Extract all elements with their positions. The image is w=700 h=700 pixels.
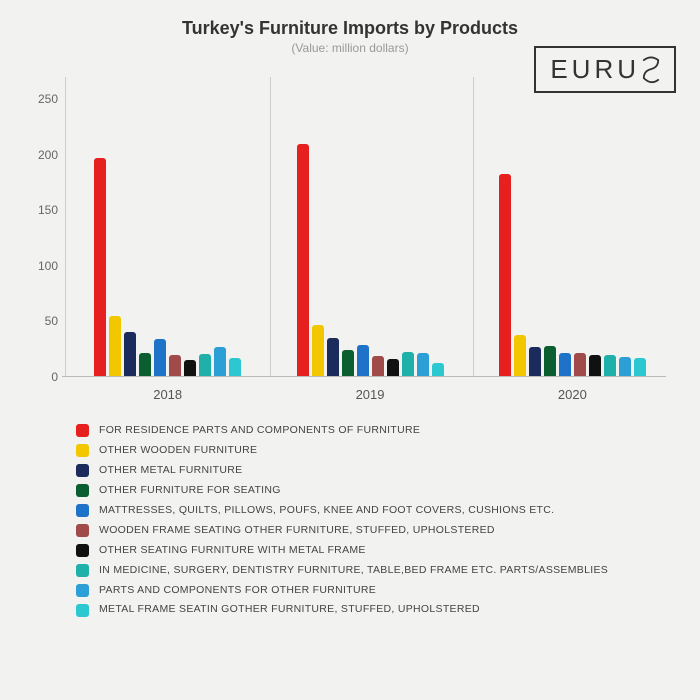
legend: FOR RESIDENCE PARTS AND COMPONENTS OF FU…: [76, 421, 676, 620]
legend-item: OTHER METAL FURNITURE: [76, 461, 676, 481]
legend-swatch: [76, 504, 89, 517]
plot-area: [62, 77, 666, 377]
chart-area: 050100150200250 201820192020: [62, 77, 666, 407]
x-axis: 2018 2019 2020: [62, 381, 666, 407]
legend-swatch: [76, 444, 89, 457]
bar-group: [94, 158, 241, 376]
legend-item: OTHER SEATING FURNITURE WITH METAL FRAME: [76, 541, 676, 561]
bar: [604, 355, 616, 376]
chart-container: Turkey's Furniture Imports by Products (…: [0, 0, 700, 700]
legend-swatch: [76, 564, 89, 577]
bar: [372, 356, 384, 376]
legend-label: PARTS AND COMPONENTS FOR OTHER FURNITURE: [99, 581, 376, 601]
bar: [417, 353, 429, 376]
legend-item: IN MEDICINE, SURGERY, DENTISTRY FURNITUR…: [76, 561, 676, 581]
legend-label: METAL FRAME SEATIN GOTHER FURNITURE, STU…: [99, 600, 480, 620]
bar: [559, 353, 571, 376]
legend-label: OTHER WOODEN FURNITURE: [99, 441, 257, 461]
legend-swatch: [76, 584, 89, 597]
bar: [357, 345, 369, 376]
y-axis: 050100150200250: [24, 77, 58, 377]
legend-swatch: [76, 484, 89, 497]
y-tick-label: 50: [24, 314, 58, 328]
x-tick-label: 2018: [153, 387, 182, 402]
bar-group: [499, 174, 646, 376]
legend-label: IN MEDICINE, SURGERY, DENTISTRY FURNITUR…: [99, 561, 608, 581]
bar: [229, 358, 241, 376]
bar: [312, 325, 324, 376]
bar: [544, 346, 556, 376]
legend-label: FOR RESIDENCE PARTS AND COMPONENTS OF FU…: [99, 421, 420, 441]
bar: [154, 339, 166, 376]
legend-item: FOR RESIDENCE PARTS AND COMPONENTS OF FU…: [76, 421, 676, 441]
legend-swatch: [76, 424, 89, 437]
bar: [199, 354, 211, 376]
bar: [214, 347, 226, 376]
y-tick-label: 100: [24, 259, 58, 273]
bar: [589, 355, 601, 376]
bar: [297, 144, 309, 376]
legend-label: OTHER METAL FURNITURE: [99, 461, 242, 481]
legend-label: WOODEN FRAME SEATING OTHER FURNITURE, ST…: [99, 521, 495, 541]
legend-item: PARTS AND COMPONENTS FOR OTHER FURNITURE: [76, 581, 676, 601]
legend-item: WOODEN FRAME SEATING OTHER FURNITURE, ST…: [76, 521, 676, 541]
legend-item: MATTRESSES, QUILTS, PILLOWS, POUFS, KNEE…: [76, 501, 676, 521]
gridline: [270, 77, 271, 376]
bar: [169, 355, 181, 376]
gridline: [65, 77, 66, 376]
y-tick-label: 200: [24, 148, 58, 162]
bar: [619, 357, 631, 376]
legend-swatch: [76, 464, 89, 477]
y-tick-label: 0: [24, 370, 58, 384]
y-tick-label: 250: [24, 92, 58, 106]
legend-swatch: [76, 524, 89, 537]
bar: [499, 174, 511, 376]
bar: [109, 316, 121, 376]
legend-swatch: [76, 544, 89, 557]
bar: [94, 158, 106, 376]
gridline: [473, 77, 474, 376]
legend-item: METAL FRAME SEATIN GOTHER FURNITURE, STU…: [76, 600, 676, 620]
bar: [514, 335, 526, 376]
legend-item: OTHER FURNITURE FOR SEATING: [76, 481, 676, 501]
bar: [387, 359, 399, 376]
bar: [184, 360, 196, 376]
x-tick-label: 2020: [558, 387, 587, 402]
y-tick-label: 150: [24, 203, 58, 217]
legend-label: OTHER SEATING FURNITURE WITH METAL FRAME: [99, 541, 366, 561]
bar: [327, 338, 339, 376]
bar: [634, 358, 646, 376]
legend-label: OTHER FURNITURE FOR SEATING: [99, 481, 281, 501]
x-tick-label: 2019: [356, 387, 385, 402]
bar-group: [297, 144, 444, 376]
legend-label: MATTRESSES, QUILTS, PILLOWS, POUFS, KNEE…: [99, 501, 554, 521]
chart-title: Turkey's Furniture Imports by Products: [24, 18, 676, 39]
legend-swatch: [76, 604, 89, 617]
bar: [124, 332, 136, 376]
legend-item: OTHER WOODEN FURNITURE: [76, 441, 676, 461]
bar: [529, 347, 541, 376]
bar: [402, 352, 414, 376]
bar: [139, 353, 151, 376]
bar: [432, 363, 444, 376]
bar: [342, 350, 354, 376]
bar: [574, 353, 586, 376]
